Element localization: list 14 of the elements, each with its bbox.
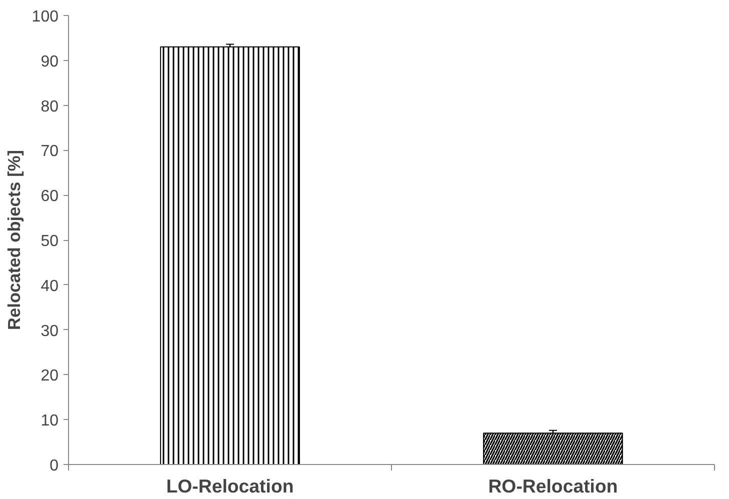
y-tick-label: 0 bbox=[50, 458, 59, 474]
x-tick-label: LO-Relocation bbox=[166, 476, 294, 496]
y-tick-label: 90 bbox=[40, 53, 59, 70]
x-tick-label: RO-Relocation bbox=[488, 476, 618, 496]
y-tick-label: 30 bbox=[40, 322, 59, 340]
y-axis-title: Relocated objects [%] bbox=[4, 150, 24, 330]
y-tick-label: 80 bbox=[40, 98, 59, 116]
y-tick-label: 40 bbox=[40, 278, 59, 295]
y-tick-label: 20 bbox=[40, 368, 59, 385]
y-tick-label: 50 bbox=[40, 233, 59, 250]
y-tick-label: 100 bbox=[32, 8, 59, 26]
y-tick-label: 60 bbox=[40, 188, 59, 206]
y-tick-label: 10 bbox=[40, 412, 59, 430]
y-tick-label: 70 bbox=[40, 143, 59, 160]
